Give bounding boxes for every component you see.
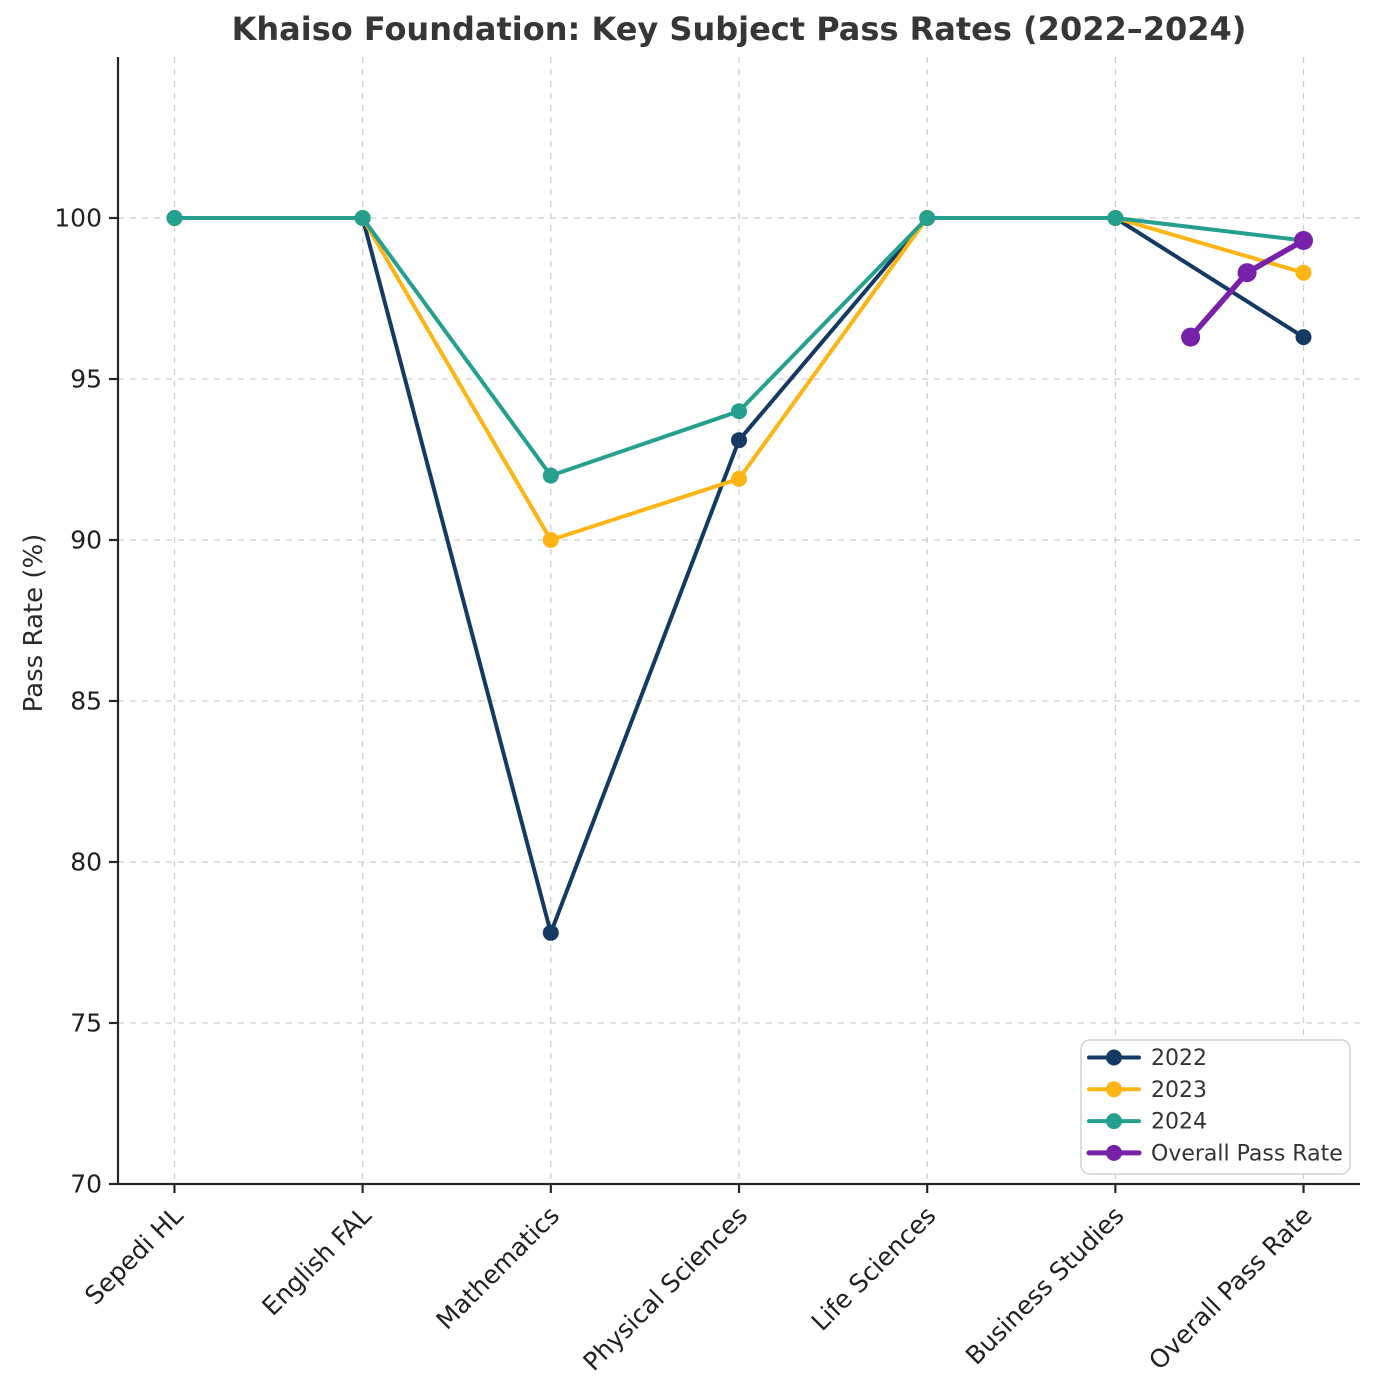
y-tick-label: 70 xyxy=(70,1170,102,1199)
legend-swatch-marker xyxy=(1106,1113,1122,1130)
data-point xyxy=(1237,263,1257,283)
data-point xyxy=(1181,327,1201,347)
x-tick-label: Life Sciences xyxy=(806,1201,942,1337)
chart-title: Khaiso Foundation: Key Subject Pass Rate… xyxy=(231,10,1247,48)
data-point xyxy=(731,470,747,487)
y-tick-label: 100 xyxy=(54,204,102,233)
legend-item-label: 2023 xyxy=(1151,1078,1207,1103)
legend-item-label: 2024 xyxy=(1151,1110,1207,1135)
legend: 2022 2023 2024 Overall Pass Rate xyxy=(1080,1039,1351,1175)
data-point xyxy=(542,467,559,484)
y-tick-label: 75 xyxy=(70,1009,102,1038)
data-point xyxy=(731,432,747,449)
data-point xyxy=(731,403,747,420)
x-tick-label: English FAL xyxy=(256,1201,376,1321)
data-point xyxy=(1295,329,1312,346)
legend-item-label: Overall Pass Rate xyxy=(1151,1141,1343,1166)
y-tick-label: 90 xyxy=(70,526,102,555)
legend-item-label: 2022 xyxy=(1151,1046,1207,1071)
series-overall-pass-rate xyxy=(1181,231,1313,347)
data-point xyxy=(1295,264,1312,281)
series-2024 xyxy=(166,210,1312,484)
x-tick-label: Physical Sciences xyxy=(577,1201,753,1377)
x-tick-label: Overall Pass Rate xyxy=(1143,1201,1318,1376)
y-tick-label: 95 xyxy=(70,365,102,394)
data-point xyxy=(1294,231,1313,250)
data-point xyxy=(354,210,371,226)
x-tick-label: Business Studies xyxy=(960,1201,1130,1371)
data-point xyxy=(1107,210,1124,226)
data-point xyxy=(542,924,559,941)
y-tick-label: 85 xyxy=(70,687,102,716)
legend-swatch-marker xyxy=(1106,1144,1122,1161)
legend-swatch-marker xyxy=(1106,1049,1122,1066)
data-point xyxy=(166,210,183,226)
x-tick-label: Mathematics xyxy=(431,1201,565,1335)
y-tick-label: 80 xyxy=(70,848,102,877)
legend-box xyxy=(1080,1039,1351,1175)
data-point xyxy=(542,532,559,548)
data-point xyxy=(919,210,936,226)
x-tick-label: Sepedi HL xyxy=(79,1201,189,1311)
legend-swatch-marker xyxy=(1106,1081,1122,1098)
